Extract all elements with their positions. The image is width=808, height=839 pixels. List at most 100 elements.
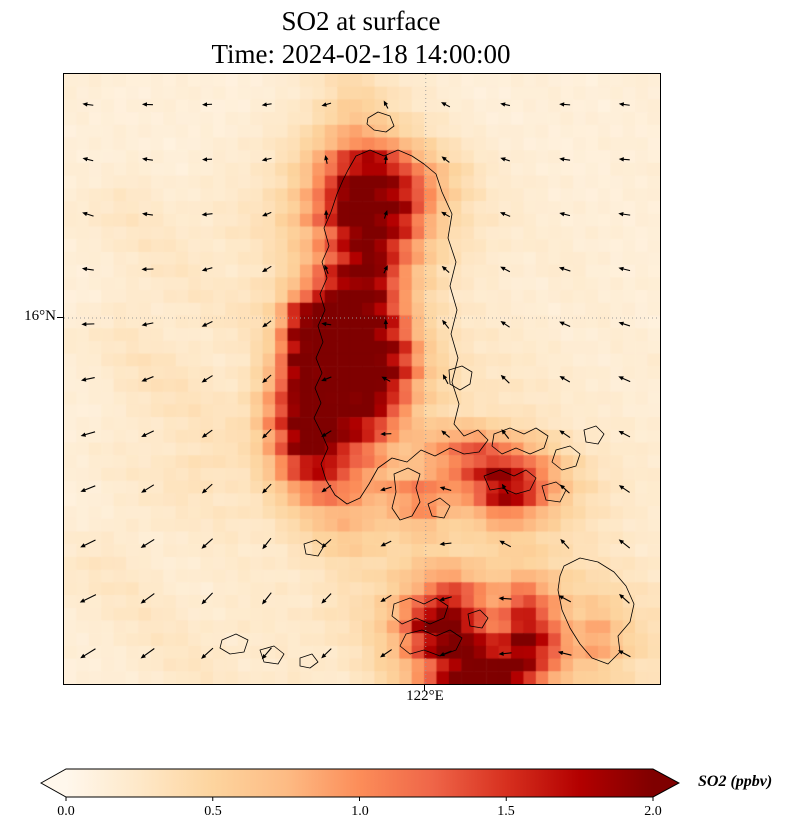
wind-arrow-shaft <box>142 648 155 658</box>
wind-arrow-head <box>140 598 146 604</box>
wind-arrow-head <box>80 653 86 659</box>
wind-arrow-head <box>262 378 268 384</box>
wind-arrow-head <box>141 102 148 107</box>
wind-arrow-head <box>79 598 86 603</box>
y-tick-label: 16°N <box>24 308 56 324</box>
wind-arrow-head <box>82 102 88 107</box>
coastline-path <box>467 609 489 629</box>
coastline-path <box>583 425 605 445</box>
wind-arrow-shaft <box>202 647 214 658</box>
wind-arrow-head <box>560 538 566 545</box>
wind-arrow-head <box>559 376 565 381</box>
wind-arrow-head <box>439 541 445 546</box>
wind-arrow-head <box>201 433 208 438</box>
wind-arrow-head <box>559 321 565 326</box>
wind-arrow-head <box>559 484 565 490</box>
wind-arrow-head <box>618 211 624 217</box>
wind-arrow-head <box>559 212 565 217</box>
wind-arrow-head <box>321 321 327 327</box>
wind-arrow-head <box>439 596 445 602</box>
coastline-path <box>491 427 549 455</box>
colorbar-under-arrow-icon <box>41 769 66 797</box>
wind-arrow-shaft <box>203 538 213 548</box>
wind-arrow-head <box>441 156 447 162</box>
wind-arrow-head <box>500 321 506 326</box>
wind-arrow-head <box>261 157 268 162</box>
wind-arrow-head <box>383 100 389 106</box>
wind-arrow-head <box>441 430 447 436</box>
wind-arrow-shaft <box>143 484 155 492</box>
wind-arrow-head <box>201 267 208 272</box>
wind-arrow-head <box>501 429 507 435</box>
wind-arrow-head <box>380 542 386 547</box>
wind-arrow-head <box>140 543 147 548</box>
wind-arrow-head <box>141 267 147 272</box>
wind-arrow-head <box>441 102 447 107</box>
wind-arrow-head <box>202 102 208 107</box>
colorbar-tick-label: 0.5 <box>204 804 222 819</box>
wind-arrow-head <box>619 593 625 599</box>
wind-arrow-head <box>500 374 506 380</box>
wind-arrow-head <box>262 543 268 550</box>
wind-arrow-head <box>321 432 327 438</box>
coastline-path <box>219 633 249 655</box>
wind-arrow-head <box>261 102 267 107</box>
coastline-path <box>299 653 319 669</box>
wind-arrow-head <box>321 543 327 549</box>
wind-arrow-head <box>262 212 268 217</box>
wind-arrow-head <box>618 157 624 162</box>
wind-arrow-head <box>82 211 88 217</box>
colorbar-ticks <box>65 797 654 801</box>
coastline-path <box>391 467 421 521</box>
wind-arrow-head <box>498 596 504 601</box>
wind-arrow-head <box>324 264 329 271</box>
wind-arrow-head <box>442 374 448 380</box>
coastline-path <box>483 469 537 495</box>
wind-arrow-head <box>201 543 207 549</box>
wind-arrow-head <box>262 488 268 494</box>
wind-arrow-head <box>618 102 625 107</box>
wind-arrow-head <box>321 102 327 107</box>
wind-arrow-head <box>201 322 208 327</box>
wind-arrow-head <box>80 432 87 437</box>
wind-arrow-head <box>81 266 88 272</box>
x-axis-tick <box>424 685 425 691</box>
wind-arrow-head <box>499 540 505 545</box>
coastline-path <box>391 597 449 625</box>
wind-arrow-head <box>321 377 327 382</box>
wind-arrow-head <box>321 598 327 604</box>
wind-arrow-head <box>80 543 86 548</box>
wind-arrow-head <box>380 486 386 492</box>
colorbar-label: SO2 (ppbv) <box>698 773 773 790</box>
wind-arrow-head <box>201 212 207 217</box>
map-overlay-svg <box>64 74 660 684</box>
wind-arrow-head <box>81 321 87 327</box>
wind-arrow-head <box>383 265 388 271</box>
wind-arrow-head <box>381 376 387 381</box>
map-plot <box>63 73 661 685</box>
colorbar-tick-label: 2.0 <box>644 804 662 819</box>
wind-arrow-head <box>380 431 386 437</box>
so2-heatmap-canvas <box>64 74 660 684</box>
wind-arrow-head <box>141 488 147 493</box>
wind-arrow-head <box>202 157 208 162</box>
wind-arrow-head <box>559 157 565 162</box>
colorbar-tick-label: 1.5 <box>497 804 515 819</box>
wind-arrow-shaft <box>203 592 213 603</box>
wind-arrow-head <box>618 650 624 655</box>
coastline-path <box>427 497 451 519</box>
wind-arrow-head <box>321 487 327 493</box>
colorbar-over-arrow-icon <box>653 769 679 797</box>
wind-arrow-head <box>80 487 86 492</box>
colorbar-tick-label: 0.0 <box>57 804 75 819</box>
wind-arrow-head <box>558 595 564 600</box>
wind-arrow-head <box>618 430 624 436</box>
coastline-path <box>541 481 567 503</box>
wind-arrow-head <box>442 319 447 326</box>
wind-arrow-head <box>439 652 445 657</box>
wind-arrow-head <box>618 485 625 490</box>
wind-arrow-shaft <box>142 593 155 603</box>
wind-arrow-head <box>324 154 329 161</box>
wind-arrow-head <box>618 266 624 272</box>
coastline-path <box>557 557 635 665</box>
